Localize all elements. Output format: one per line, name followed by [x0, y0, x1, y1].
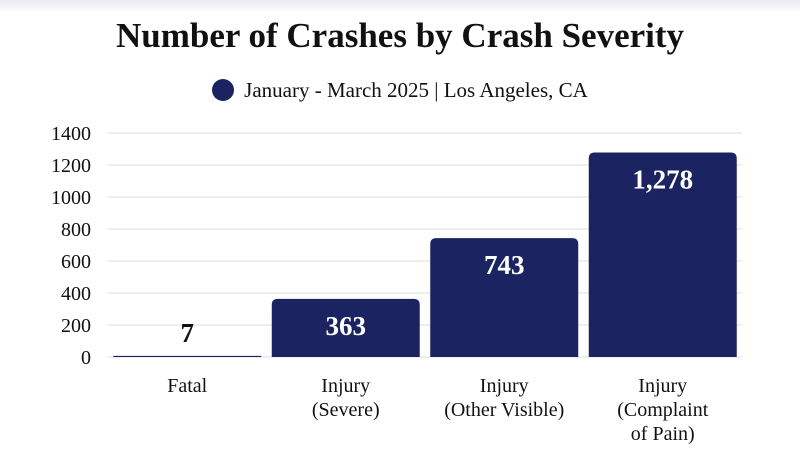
data-label: 363	[326, 311, 367, 341]
legend: January - March 2025 | Los Angeles, CA	[0, 76, 800, 104]
y-tick-label: 0	[81, 347, 91, 369]
y-tick-label: 600	[61, 251, 91, 273]
legend-swatch	[212, 79, 235, 101]
x-category-label: Fatal	[167, 375, 207, 397]
chart-title: Number of Crashes by Crash Severity	[115, 16, 685, 55]
legend-label: January - March 2025 | Los Angeles, CA	[244, 77, 588, 102]
y-tick-label: 1400	[51, 123, 91, 145]
x-category-label: Injury (Severe)	[312, 375, 380, 421]
data-label: 743	[484, 250, 525, 280]
bar	[430, 238, 579, 357]
y-axis-ticks: 0 200 400 600 800 1000 1200 1400	[51, 123, 91, 369]
data-label: 1,278	[632, 165, 693, 195]
bar	[588, 152, 737, 357]
y-tick-label: 1200	[51, 155, 91, 177]
y-tick-label: 800	[61, 219, 91, 241]
top-fade	[0, 0, 800, 14]
y-tick-label: 200	[61, 315, 91, 337]
y-tick-label: 400	[61, 283, 91, 305]
x-axis-categories: Fatal Injury (Severe) Injury (Other Visible)…	[167, 375, 708, 445]
data-labels: 7 363 743 1,278	[181, 165, 694, 348]
bars	[113, 152, 737, 357]
y-tick-label: 1000	[51, 187, 91, 209]
data-label: 7	[181, 318, 195, 348]
x-category-label: Injury (Other Visible)	[444, 375, 564, 421]
x-category-label: Injury (Complaint of Pain)	[617, 375, 709, 445]
bar	[271, 298, 420, 357]
bar	[113, 355, 262, 357]
